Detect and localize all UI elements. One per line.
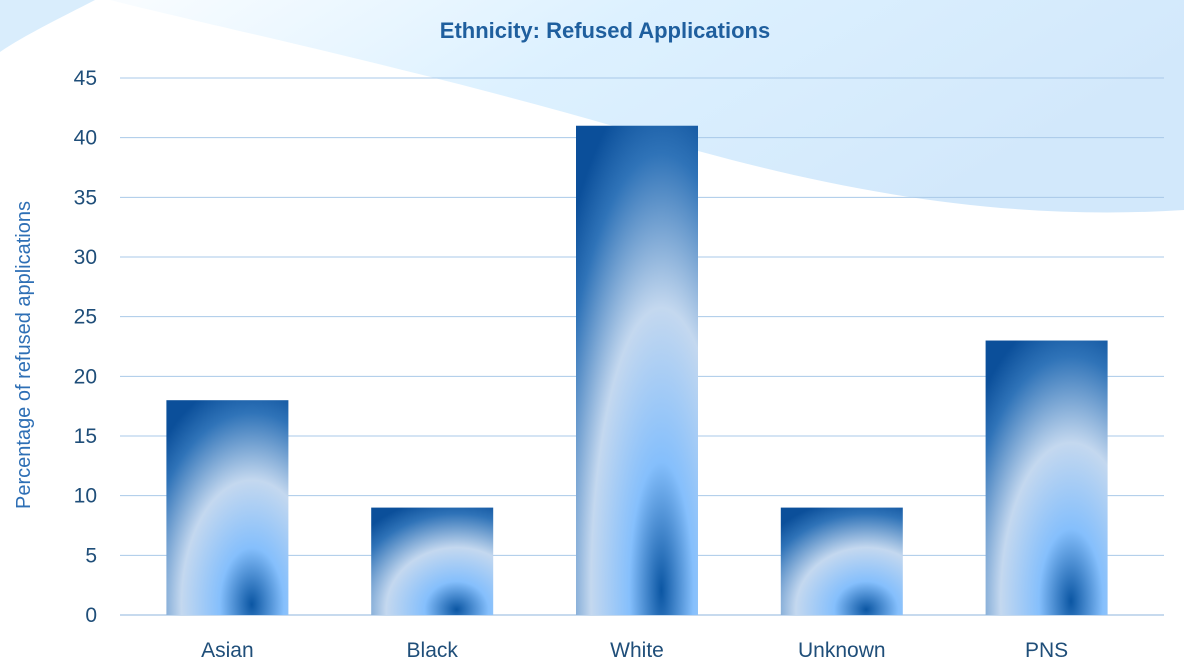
y-tick-label: 40 xyxy=(74,127,97,150)
x-category-label: Asian xyxy=(201,639,254,662)
bar-unknown xyxy=(780,507,903,615)
y-tick-label: 35 xyxy=(74,186,97,209)
y-axis-label: Percentage of refused applications xyxy=(13,201,35,509)
x-category-label: White xyxy=(610,639,664,662)
background-corner-wave xyxy=(0,0,95,52)
background-wave xyxy=(0,0,1184,213)
y-tick-label: 0 xyxy=(85,604,97,627)
y-tick-label: 20 xyxy=(74,365,97,388)
x-axis-categories: Asian Black White Unknown PNS xyxy=(201,639,1068,662)
bars xyxy=(166,125,1108,615)
bar-pns xyxy=(985,340,1108,615)
x-category-label: PNS xyxy=(1025,639,1068,662)
y-tick-label: 30 xyxy=(74,246,97,269)
y-tick-label: 15 xyxy=(74,425,97,448)
bar-asian xyxy=(166,400,289,615)
x-category-label: Black xyxy=(407,639,459,662)
y-tick-label: 10 xyxy=(74,485,97,508)
y-tick-label: 25 xyxy=(74,306,97,329)
bar-white xyxy=(576,125,698,615)
bar-black xyxy=(371,507,494,615)
y-tick-label: 45 xyxy=(74,67,97,90)
y-tick-label: 5 xyxy=(85,544,97,567)
chart-title: Ethnicity: Refused Applications xyxy=(440,18,770,43)
x-category-label: Unknown xyxy=(798,639,886,662)
y-axis-ticks: 0 5 10 15 20 25 30 35 40 45 xyxy=(74,67,97,627)
